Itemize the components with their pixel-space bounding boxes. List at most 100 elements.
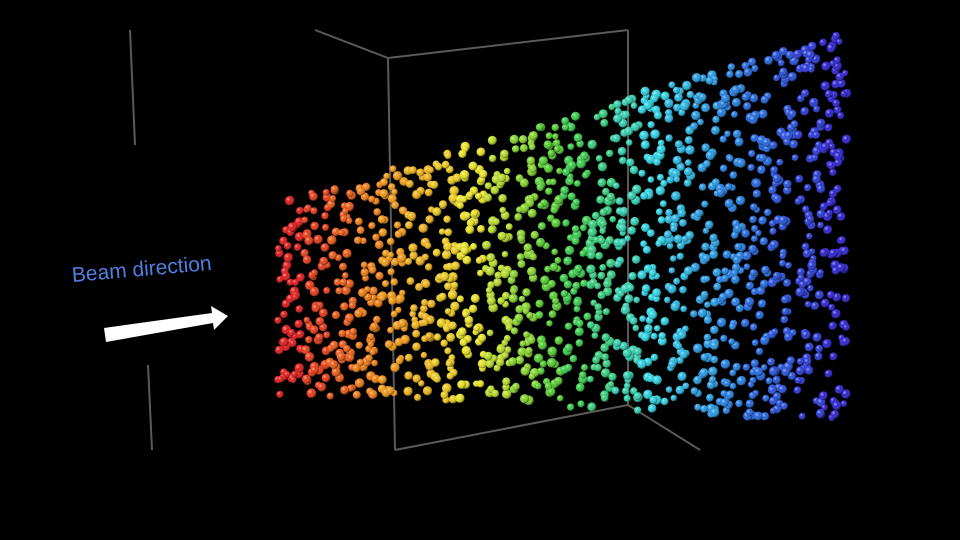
particle-highlight <box>571 111 580 121</box>
particle-highlight <box>498 194 507 203</box>
particle-highlight <box>425 263 433 271</box>
particle-highlight <box>829 352 838 361</box>
particle-highlight <box>380 178 388 187</box>
particle-highlight <box>294 363 305 373</box>
particle-highlight <box>517 347 527 357</box>
particle-highlight <box>836 263 846 272</box>
particle-highlight <box>544 164 554 173</box>
particle-highlight <box>527 335 536 345</box>
particle-highlight <box>597 291 606 300</box>
particle-highlight <box>606 149 614 158</box>
particle-highlight <box>591 211 600 220</box>
particle-highlight <box>319 256 329 266</box>
particle-highlight <box>632 324 640 332</box>
particle-highlight <box>544 265 551 273</box>
particle-highlight <box>673 176 680 183</box>
particle-highlight <box>731 269 738 277</box>
particle-highlight <box>817 269 824 276</box>
particle-highlight <box>835 72 845 82</box>
particle-highlight <box>701 242 710 251</box>
particle-highlight <box>377 215 387 224</box>
particle-highlight <box>528 373 536 380</box>
particle-highlight <box>356 187 366 196</box>
particle-highlight <box>567 192 576 201</box>
particle-highlight <box>561 117 569 125</box>
particle-highlight <box>438 228 446 235</box>
particle-highlight <box>404 371 413 380</box>
particle-highlight <box>649 269 657 277</box>
particle-highlight <box>753 411 763 421</box>
particle-highlight <box>572 281 581 290</box>
particle-highlight <box>301 345 311 355</box>
particle-highlight <box>767 385 777 395</box>
particle-highlight <box>671 169 681 179</box>
particle-highlight <box>660 91 670 101</box>
particle-highlight <box>388 183 396 191</box>
particle-highlight <box>750 359 759 368</box>
particle-highlight <box>600 368 611 378</box>
particle-highlight <box>452 173 462 183</box>
particle-highlight <box>369 286 378 295</box>
particle-highlight <box>536 183 545 192</box>
particle-highlight <box>671 214 680 223</box>
particle-highlight <box>731 231 739 239</box>
particle-highlight <box>587 321 595 329</box>
particle-highlight <box>421 299 429 306</box>
particle-highlight <box>468 161 478 171</box>
particle-highlight <box>704 220 714 230</box>
particle-highlight <box>592 356 600 364</box>
particle-highlight <box>682 382 690 390</box>
particle-highlight <box>510 327 519 335</box>
particle-highlight <box>675 385 685 395</box>
particle-highlight <box>637 359 647 369</box>
particle-highlight <box>564 363 573 372</box>
particle-highlight <box>407 211 417 221</box>
particle-highlight <box>832 205 842 215</box>
particle-highlight <box>286 278 294 286</box>
particle-highlight <box>692 73 702 83</box>
particle-highlight <box>720 359 731 369</box>
particle-highlight <box>834 158 842 167</box>
particle-highlight <box>664 98 674 109</box>
particle-highlight <box>826 209 833 217</box>
particle-highlight <box>493 278 502 287</box>
particle-highlight <box>535 311 544 319</box>
particle-highlight <box>590 299 597 306</box>
particle-highlight <box>643 389 653 400</box>
particle-highlight <box>794 376 802 384</box>
particle-highlight <box>670 394 677 402</box>
particle-highlight <box>793 49 803 59</box>
particle-highlight <box>398 318 407 328</box>
particle-highlight <box>762 137 772 147</box>
particle-highlight <box>841 294 851 303</box>
particle-highlight <box>497 173 507 183</box>
particle-highlight <box>600 394 609 402</box>
particle-highlight <box>641 284 651 293</box>
particle-highlight <box>338 329 347 338</box>
particle-highlight <box>448 321 457 330</box>
particle-highlight <box>672 86 680 94</box>
particle-highlight <box>712 268 722 277</box>
particle-highlight <box>348 301 357 310</box>
particle-highlight <box>567 161 577 170</box>
particle-highlight <box>310 366 319 375</box>
particle-highlight <box>331 311 341 320</box>
particle-highlight <box>841 134 852 144</box>
particle-highlight <box>395 306 402 314</box>
particle-highlight <box>451 261 460 271</box>
particle-highlight <box>563 280 573 289</box>
particle-highlight <box>722 250 732 259</box>
particle-highlight <box>433 333 442 341</box>
particle-highlight <box>530 230 539 240</box>
particle-highlight <box>581 364 588 371</box>
particle-highlight <box>360 261 368 269</box>
particle-highlight <box>330 185 339 194</box>
particle-highlight <box>465 225 475 235</box>
particle-highlight <box>666 176 675 184</box>
particle-highlight <box>343 345 351 353</box>
particle-highlight <box>783 138 791 146</box>
particle-highlight <box>836 38 843 45</box>
particle-highlight <box>503 334 511 342</box>
particle-highlight <box>682 80 692 91</box>
particle-highlight <box>322 189 330 196</box>
